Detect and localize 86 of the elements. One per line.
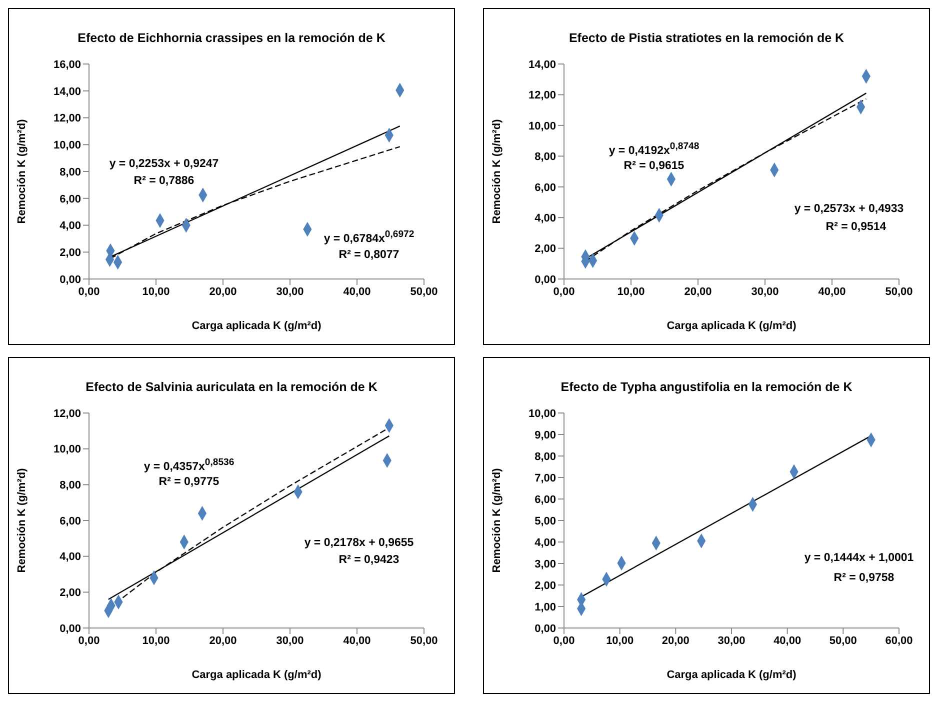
- annotation: y = 0,6784x$^{0,6972}$: [324, 229, 414, 245]
- x-tick-label: 10,00: [617, 286, 645, 298]
- x-tick-label: 20,00: [662, 634, 690, 647]
- y-tick-label: 10,00: [53, 444, 81, 456]
- x-axis-title: Carga aplicada K (g/m²d): [192, 320, 322, 332]
- annotation: R² = 0,7886: [134, 175, 194, 187]
- annotation: R² = 0,9775: [158, 476, 220, 488]
- y-tick-label: 6,00: [60, 515, 81, 528]
- annotation: R² = 0,9615: [624, 160, 684, 172]
- x-tick-label: 40,00: [818, 286, 846, 298]
- x-tick-label: 60,00: [885, 634, 913, 647]
- y-axis-title: Remoción K (g/m²d): [490, 118, 503, 224]
- y-tick-label: 3,00: [534, 558, 556, 570]
- y-tick-label: 14,00: [53, 86, 81, 98]
- y-tick-label: 9,00: [534, 429, 556, 442]
- chart-title: Efecto de Eichhornia crassipes en la remoción de K: [76, 31, 386, 45]
- y-tick-label: 12,00: [528, 90, 556, 102]
- annotation: y = 0,1444x + 1,0001: [804, 552, 914, 564]
- y-tick-label: 14,00: [528, 58, 556, 71]
- x-tick-label: 20,00: [209, 634, 237, 647]
- x-tick-label: 0,00: [553, 286, 575, 298]
- x-tick-label: 10,00: [142, 634, 170, 647]
- annotation: R² = 0,9514: [826, 221, 886, 233]
- y-tick-label: 8,00: [60, 480, 81, 492]
- annotation: y = 0,4192x$^{0,8748}$: [608, 141, 700, 157]
- x-tick-label: 40,00: [343, 286, 371, 298]
- x-axis-title: Carga aplicada K (g/m²d): [192, 669, 322, 681]
- y-tick-label: 2,00: [60, 247, 81, 260]
- y-tick-label: 0,00: [60, 622, 81, 635]
- y-tick-label: 2,00: [60, 587, 81, 600]
- annotation: R² = 0,9423: [338, 554, 400, 566]
- y-tick-label: 6,00: [534, 494, 556, 506]
- y-tick-label: 0,00: [534, 274, 556, 286]
- annotation: y = 0,2573x + 0,4933: [794, 203, 904, 215]
- y-tick-label: 10,00: [528, 408, 556, 420]
- annotation: R² = 0,9758: [834, 572, 894, 584]
- y-tick-label: 2,00: [534, 580, 556, 592]
- y-tick-label: 2,00: [534, 243, 556, 256]
- annotation: y = 0,2178x + 0,9655: [304, 537, 414, 549]
- y-axis-title: Remoción K (g/m²d): [16, 118, 28, 224]
- x-tick-label: 50,00: [885, 286, 913, 298]
- y-tick-label: 16,00: [53, 58, 81, 71]
- x-tick-label: 10,00: [606, 634, 634, 647]
- y-tick-label: 6,00: [534, 182, 556, 194]
- x-tick-label: 50,00: [410, 286, 438, 298]
- y-tick-label: 0,00: [534, 622, 556, 635]
- annotation: y = 0,4357x$^{0,8536}$: [144, 457, 234, 473]
- y-tick-label: 12,00: [53, 408, 81, 420]
- x-tick-label: 20,00: [209, 286, 237, 298]
- chart-title: Efecto de Salvinia auriculata en la remoción de K: [84, 380, 378, 394]
- x-tick-label: 30,00: [751, 286, 779, 298]
- x-tick-label: 40,00: [343, 634, 371, 647]
- y-tick-label: 12,00: [53, 112, 81, 125]
- y-tick-label: 0,00: [60, 274, 81, 286]
- x-tick-label: 30,00: [718, 634, 746, 647]
- x-tick-label: 0,00: [78, 286, 100, 298]
- x-tick-label: 10,00: [142, 286, 170, 298]
- x-tick-label: 40,00: [774, 634, 802, 647]
- x-axis-title: Carga aplicada K (g/m²d): [666, 669, 797, 681]
- x-tick-label: 20,00: [684, 286, 712, 298]
- y-tick-label: 4,00: [534, 212, 556, 224]
- x-tick-label: 30,00: [276, 634, 304, 647]
- chart-title: Efecto de Pistia stratiotes en la remoción de K: [568, 31, 846, 45]
- x-tick-label: 0,00: [78, 634, 100, 647]
- y-tick-label: 7,00: [534, 472, 556, 484]
- y-tick-label: 1,00: [534, 601, 556, 614]
- x-tick-label: 50,00: [829, 634, 857, 647]
- annotation: R² = 0,8077: [338, 249, 400, 261]
- y-tick-label: 4,00: [60, 551, 81, 564]
- chart-title: Efecto de Typha angustifolia en la remoción de K: [560, 380, 854, 394]
- y-tick-label: 6,00: [60, 193, 81, 206]
- annotation: y = 0,2253x + 0,9247: [109, 158, 219, 170]
- x-tick-label: 50,00: [410, 634, 438, 647]
- y-tick-label: 10,00: [528, 120, 556, 132]
- y-axis-title: Remoción K (g/m²d): [490, 468, 503, 573]
- y-tick-label: 5,00: [534, 515, 556, 528]
- y-tick-label: 8,00: [60, 166, 81, 178]
- y-tick-label: 8,00: [534, 450, 556, 463]
- x-axis-title: Carga aplicada K (g/m²d): [666, 320, 797, 332]
- x-tick-label: 30,00: [276, 286, 304, 298]
- y-tick-label: 4,00: [534, 536, 556, 549]
- y-axis-title: Remoción K (g/m²d): [16, 468, 28, 573]
- x-tick-label: 0,00: [553, 634, 575, 647]
- y-tick-label: 4,00: [60, 220, 81, 232]
- y-tick-label: 8,00: [534, 151, 556, 164]
- y-tick-label: 10,00: [53, 140, 81, 152]
